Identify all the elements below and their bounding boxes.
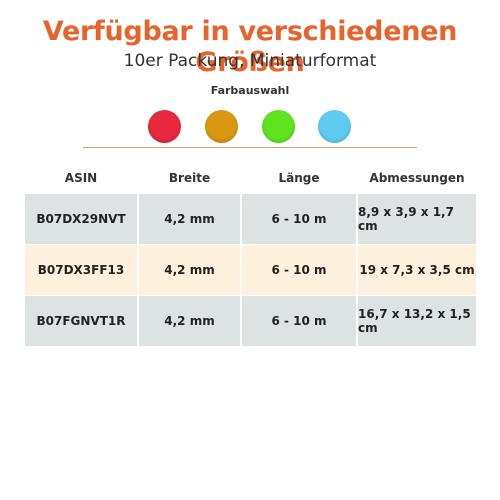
table-cell-asin: B07DX29NVT [25,194,137,244]
table-cell-asin: B07DX3FF13 [25,245,137,295]
table-cell-asin: B07FGNVT1R [25,296,137,346]
color-swatch-orange [205,110,238,143]
color-swatch-green [262,110,295,143]
table-row: B07FGNVT1R 4,2 mm 6 - 10 m 16,7 x 13,2 x… [25,296,476,346]
header-laenge: Länge [278,171,320,185]
section-divider [83,147,417,148]
table-cell-abmessungen: 16,7 x 13,2 x 1,5 cm [358,296,476,346]
table-row: B07DX3FF13 4,2 mm 6 - 10 m 19 x 7,3 x 3,… [25,245,476,295]
table-cell-abmessungen: 19 x 7,3 x 3,5 cm [358,245,476,295]
page-subtitle: 10er Packung, Miniaturformat [123,51,377,71]
header-abmessungen: Abmessungen [369,171,465,185]
header-asin: ASIN [64,171,98,185]
table-cell-breite: 4,2 mm [139,296,240,346]
table-cell-abmessungen: 8,9 x 3,9 x 1,7 cm [358,194,476,244]
color-selection-label: Farbauswahl [210,84,290,97]
table-cell-laenge: 6 - 10 m [242,194,356,244]
color-swatch-red [148,110,181,143]
table-row: B07DX29NVT 4,2 mm 6 - 10 m 8,9 x 3,9 x 1… [25,194,476,244]
table-cell-breite: 4,2 mm [139,194,240,244]
color-swatch-light-blue [318,110,351,143]
table-cell-laenge: 6 - 10 m [242,296,356,346]
page-title: Verfügbar in verschiedenen Größen [42,16,458,78]
table-cell-breite: 4,2 mm [139,245,240,295]
header-breite: Breite [168,171,211,185]
table-cell-laenge: 6 - 10 m [242,245,356,295]
